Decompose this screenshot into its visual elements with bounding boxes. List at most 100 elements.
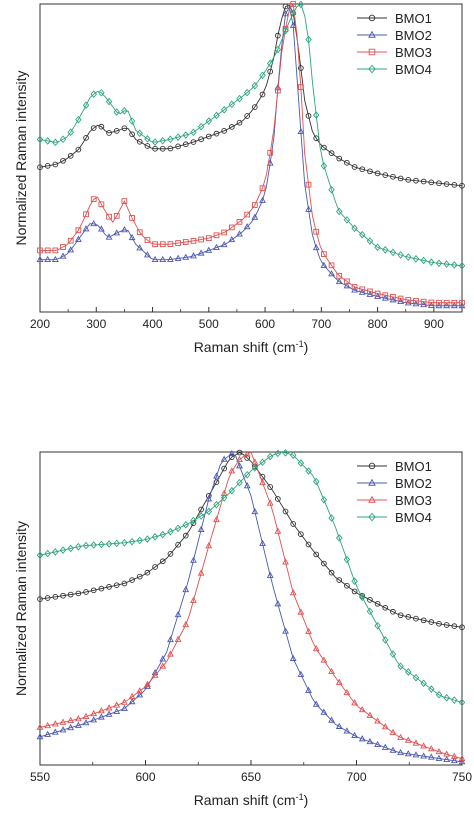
x-tick-label: 750 [452, 770, 472, 784]
data-point-BMO1 [305, 113, 312, 119]
data-point-BMO1 [75, 590, 82, 597]
data-point-BMO2 [51, 255, 59, 263]
data-point-BMO1 [405, 176, 412, 183]
data-point-BMO3 [328, 262, 335, 269]
data-point-BMO4 [305, 467, 312, 475]
data-point-BMO2 [374, 740, 382, 748]
data-point-BMO2 [205, 246, 213, 253]
data-point-BMO1 [290, 521, 297, 527]
data-point-BMO3 [343, 688, 351, 696]
data-point-BMO4 [351, 224, 358, 233]
data-point-BMO4 [197, 122, 205, 131]
data-point-BMO4 [428, 685, 435, 693]
data-point-BMO1 [351, 588, 358, 595]
data-point-BMO3 [336, 272, 343, 279]
data-point-BMO2 [44, 730, 52, 737]
data-point-BMO1 [298, 65, 304, 71]
data-point-BMO3 [82, 712, 90, 719]
x-tick-label: 500 [199, 317, 219, 331]
data-point-BMO1 [382, 172, 389, 178]
data-point-BMO3 [275, 87, 281, 94]
data-point-BMO3 [435, 747, 443, 755]
data-point-BMO2 [220, 240, 228, 248]
data-point-BMO4 [412, 673, 420, 682]
data-point-BMO4 [451, 696, 458, 704]
data-point-BMO4 [151, 532, 159, 541]
data-point-BMO3 [220, 489, 228, 496]
data-point-BMO4 [435, 259, 443, 268]
x-tick-label: 600 [255, 317, 275, 331]
data-point-BMO1 [98, 123, 105, 130]
data-point-BMO4 [320, 495, 328, 504]
data-point-BMO3 [420, 298, 427, 305]
data-point-BMO3 [52, 247, 59, 254]
data-point-BMO2 [243, 223, 251, 230]
data-point-BMO2 [74, 235, 82, 242]
data-point-BMO4 [159, 136, 166, 145]
data-point-BMO1 [390, 608, 396, 615]
data-point-BMO4 [105, 97, 113, 106]
data-point-BMO1 [443, 622, 450, 628]
data-point-BMO4 [397, 662, 404, 671]
data-point-BMO3 [381, 723, 389, 730]
legend-label: BMO1 [395, 11, 432, 26]
data-point-BMO4 [289, 451, 297, 459]
x-tick-label: 400 [143, 317, 163, 331]
data-point-BMO4 [266, 59, 274, 68]
series-line-BMO1 [39, 452, 463, 628]
data-point-BMO1 [259, 91, 266, 98]
data-point-BMO1 [267, 68, 274, 75]
data-point-BMO3 [427, 745, 435, 752]
data-point-BMO3 [190, 238, 197, 244]
data-point-BMO2 [297, 670, 305, 677]
x-axis-label-sup: -1 [296, 792, 304, 802]
data-point-BMO4 [128, 537, 136, 546]
data-point-BMO3 [236, 455, 243, 463]
data-point-BMO4 [174, 133, 182, 141]
data-point-BMO4 [458, 261, 466, 270]
data-point-BMO1 [282, 508, 289, 515]
data-point-BMO3 [267, 149, 274, 156]
data-point-BMO3 [458, 754, 466, 762]
data-point-BMO2 [190, 252, 197, 259]
legend-marker [368, 48, 376, 56]
data-point-BMO2 [450, 756, 458, 764]
data-point-BMO4 [36, 551, 44, 560]
data-point-BMO2 [443, 755, 451, 762]
data-point-BMO1 [459, 182, 465, 189]
legend: BMO1 BMO2 BMO3 BMO4 [357, 11, 432, 77]
legend-label: BMO3 [395, 45, 432, 60]
data-point-BMO4 [67, 128, 74, 137]
data-point-BMO1 [152, 564, 158, 570]
data-point-BMO3 [129, 215, 135, 221]
data-point-BMO2 [197, 249, 205, 256]
data-point-BMO3 [83, 211, 89, 218]
data-point-BMO3 [106, 213, 112, 220]
y-axis-label: Normalized Raman intensity [13, 521, 29, 696]
data-point-BMO1 [382, 604, 389, 611]
data-point-BMO3 [90, 709, 98, 717]
data-point-BMO2 [335, 277, 343, 285]
data-point-BMO4 [397, 251, 404, 259]
data-point-BMO1 [198, 506, 204, 513]
data-point-BMO2 [82, 719, 90, 726]
data-point-BMO4 [182, 131, 190, 139]
data-point-BMO4 [236, 94, 243, 103]
data-point-BMO4 [105, 540, 113, 548]
data-point-BMO3 [412, 739, 420, 746]
data-point-BMO4 [82, 541, 90, 550]
x-tick-label: 700 [346, 770, 366, 784]
data-point-BMO1 [152, 145, 158, 152]
data-point-BMO2 [282, 10, 289, 17]
data-point-BMO3 [404, 736, 412, 743]
data-point-BMO2 [389, 746, 397, 753]
data-point-BMO4 [420, 679, 427, 688]
data-point-BMO2 [412, 751, 420, 758]
data-point-BMO2 [182, 585, 190, 593]
data-point-BMO4 [282, 26, 289, 35]
data-point-BMO2 [120, 226, 128, 233]
data-point-BMO4 [136, 129, 143, 138]
data-point-BMO3 [382, 292, 389, 299]
data-point-BMO1 [405, 614, 412, 620]
data-point-BMO3 [152, 241, 158, 248]
